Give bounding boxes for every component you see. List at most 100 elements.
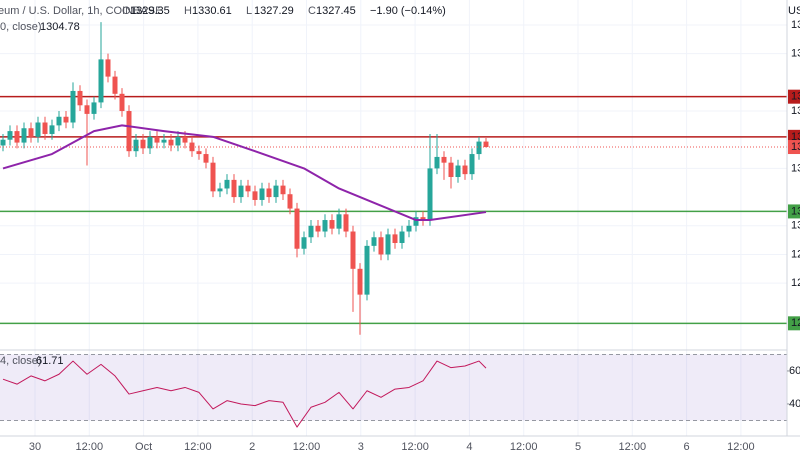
rsi-label: 4, close): [0, 355, 42, 367]
candle-body: [238, 185, 244, 198]
rsi-value: 61.71: [36, 355, 64, 367]
x-tick-label: 6: [684, 441, 690, 453]
candle-body: [161, 139, 167, 143]
quote-value: 1330.61: [192, 5, 232, 17]
candle-body: [420, 217, 426, 221]
candle-body: [140, 139, 146, 149]
x-tick-label: 12:00: [293, 441, 321, 453]
candle-body: [231, 179, 237, 198]
candle-body: [441, 156, 447, 163]
candle-body: [224, 179, 230, 189]
candle-body: [98, 59, 104, 103]
candle-body: [203, 154, 209, 163]
candle-body: [154, 136, 160, 143]
y-tick-label: 1370: [791, 19, 800, 31]
level-price-box: [788, 89, 800, 104]
y-tick-label: 1280: [791, 277, 800, 289]
candle-body: [434, 156, 440, 169]
candle-body: [301, 237, 307, 249]
y-tick-label: 1360: [791, 48, 800, 60]
candle-body: [385, 234, 391, 255]
y-tick-label: 1300: [791, 220, 800, 232]
candle-body: [266, 188, 272, 198]
candle-body: [70, 90, 76, 123]
moving-average: [2, 124, 487, 222]
rsi-line: [2, 360, 487, 428]
candle-body: [406, 225, 412, 232]
ma-value: 1304.78: [40, 21, 80, 33]
candle-body: [378, 237, 384, 255]
quote-value: 1329.35: [130, 5, 170, 17]
x-tick-label: 12:00: [76, 441, 104, 453]
level-price-box: [788, 204, 800, 219]
candle-body: [35, 122, 41, 137]
candle-body: [280, 185, 286, 195]
candle-body: [392, 234, 398, 243]
currency: US: [788, 5, 800, 17]
quote-label: O: [122, 5, 131, 17]
candle-body: [42, 122, 48, 134]
candle-body: [175, 136, 181, 146]
level-price-label: 1331: [791, 131, 800, 143]
candle-body: [322, 220, 328, 232]
candle-body: [28, 128, 34, 137]
candle-body: [315, 225, 321, 232]
quote-value: 1327.29: [254, 5, 294, 17]
candle-body: [287, 194, 293, 209]
x-tick-label: 12:00: [619, 441, 647, 453]
candle-body: [168, 139, 174, 146]
candle-body: [84, 105, 90, 114]
y-tick-label: 1290: [791, 248, 800, 260]
candle-body: [63, 116, 69, 123]
level-price-label: 1266: [791, 317, 800, 329]
quote-label: C: [308, 5, 316, 17]
x-tick-label: 2: [249, 441, 255, 453]
candle-body: [182, 136, 188, 143]
symbol: eum / U.S. Dollar, 1h, COINBASE: [0, 5, 162, 17]
rsi-tick-label: 40: [789, 398, 800, 410]
quote-value: 1327.45: [316, 5, 356, 17]
level-price-box: [788, 316, 800, 331]
candle-body: [273, 185, 279, 198]
x-tick-label: 3: [358, 441, 364, 453]
candle-body: [357, 268, 363, 295]
candle-body: [308, 225, 314, 238]
rsi-band: [0, 354, 787, 421]
axes: 30 12:00 Oct 12:00 2 12:00 3 12:00 4 12:00 5 12:00 6…: [29, 19, 800, 453]
rsi-tick-label: 60: [789, 365, 800, 377]
y-tick-label: 1340: [791, 105, 800, 117]
candle-body: [14, 131, 20, 143]
candle-body: [364, 245, 370, 295]
candle-body: [133, 139, 139, 152]
x-tick-label: 12:00: [184, 441, 212, 453]
ma-label: 0, close): [0, 21, 42, 33]
candle-body: [217, 188, 223, 192]
grid: [0, 0, 787, 436]
level-price-label: 1345: [791, 91, 800, 103]
candle-body: [329, 220, 335, 229]
x-tick-label: 4: [466, 441, 472, 453]
quote-label: L: [246, 5, 252, 17]
candle-body: [49, 125, 55, 134]
level-price-label: 1305: [791, 205, 800, 217]
candle-body: [343, 214, 349, 232]
candle-body: [413, 217, 419, 226]
candle-body: [147, 136, 153, 149]
candle-body: [210, 162, 216, 192]
quote-label: H: [184, 5, 192, 17]
candle-body: [0, 139, 6, 146]
candle-body: [448, 162, 454, 178]
candle-body: [399, 231, 405, 243]
candle-body: [462, 165, 468, 175]
x-tick-label: Oct: [135, 441, 152, 453]
candle-body: [427, 168, 433, 221]
candle-body: [245, 185, 251, 192]
candle-body: [119, 93, 125, 112]
candle-body: [294, 208, 300, 249]
candle-body: [77, 90, 83, 106]
candle-body: [196, 151, 202, 155]
candle-body: [336, 214, 342, 229]
